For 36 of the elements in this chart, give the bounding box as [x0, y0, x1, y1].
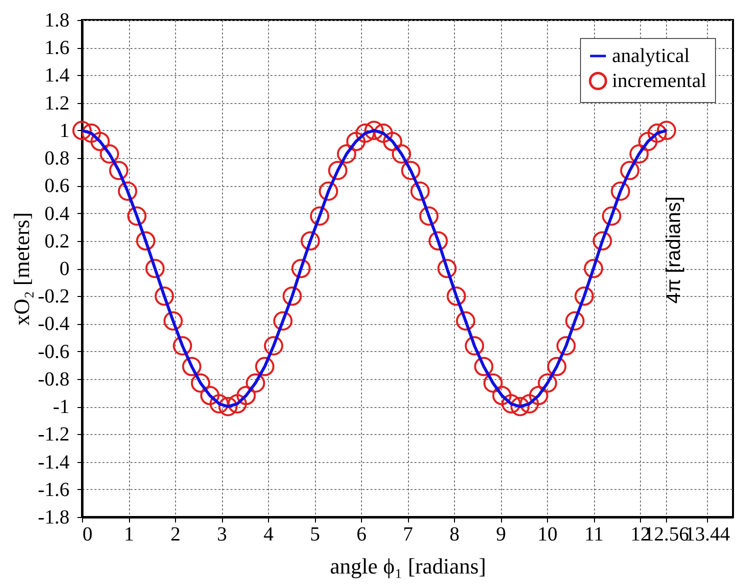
- x-tick-label: 9: [496, 524, 506, 546]
- x-tick-label: 8: [450, 524, 460, 546]
- annotation: 4π [radians]: [663, 196, 685, 304]
- y-tick-label: 0.4: [44, 202, 70, 225]
- x-tick-label: 0: [82, 524, 92, 546]
- y-tick-label: 0: [60, 258, 70, 280]
- legend-label: incremental: [612, 70, 707, 92]
- x-tick-label: 2: [170, 524, 180, 546]
- y-tick-label: -1.4: [38, 451, 70, 474]
- x-tick-label: 7: [403, 524, 413, 546]
- y-tick-label: 0.8: [44, 148, 70, 170]
- y-axis-title: xO₂ [meters]: [8, 212, 34, 326]
- y-tick-label: -1.6: [38, 478, 70, 501]
- y-tick-label: 0.2: [44, 230, 70, 252]
- x-tick-label: 6: [356, 524, 366, 546]
- legend-label: analytical: [612, 45, 690, 67]
- x-tick-label: 1: [124, 524, 134, 546]
- x-axis-title: angle ϕ₁ [radians]: [330, 554, 486, 578]
- y-tick-label: 1: [60, 120, 70, 142]
- y-tick-label: -1.8: [38, 506, 70, 528]
- y-tick-label: 1.8: [44, 10, 70, 32]
- y-tick-label: 1.6: [44, 37, 70, 60]
- x-tick-label: 5: [310, 524, 320, 546]
- y-tick-label: 1.4: [44, 64, 70, 87]
- x-tick-label: 4: [264, 524, 274, 546]
- x-tick-label: 10: [538, 524, 558, 546]
- y-tick-label: -0.6: [38, 340, 70, 363]
- y-tick-label: -0.8: [38, 368, 70, 390]
- y-tick-label: -1.2: [38, 424, 70, 446]
- x-tick-label: 3: [217, 524, 227, 546]
- y-tick-label: -0.2: [38, 286, 70, 308]
- x-tick-label: 11: [584, 524, 604, 546]
- y-tick-label: 1.2: [44, 92, 70, 114]
- y-tick-label: 0.6: [44, 175, 70, 198]
- y-tick-label: -1: [52, 396, 70, 418]
- y-tick-label: -0.4: [38, 313, 70, 336]
